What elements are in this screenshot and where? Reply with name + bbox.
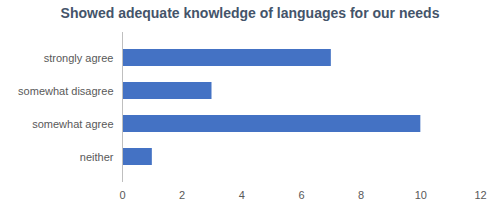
svg-text:12: 12 xyxy=(474,189,486,201)
svg-text:4: 4 xyxy=(239,189,245,201)
svg-text:somewhat disagree: somewhat disagree xyxy=(18,85,113,97)
html-text:Showed adequate knowledge of l: Showed adequate knowledge of languages f… xyxy=(60,5,440,21)
svg-text:0: 0 xyxy=(119,189,125,201)
svg-text:neither: neither xyxy=(80,151,114,163)
svg-text:strongly agree: strongly agree xyxy=(44,52,114,64)
svg-text:2: 2 xyxy=(179,189,185,201)
svg-text:10: 10 xyxy=(415,189,427,201)
svg-text:6: 6 xyxy=(298,189,304,201)
svg-text:somewhat agree: somewhat agree xyxy=(32,118,113,130)
svg-text:8: 8 xyxy=(358,189,364,201)
